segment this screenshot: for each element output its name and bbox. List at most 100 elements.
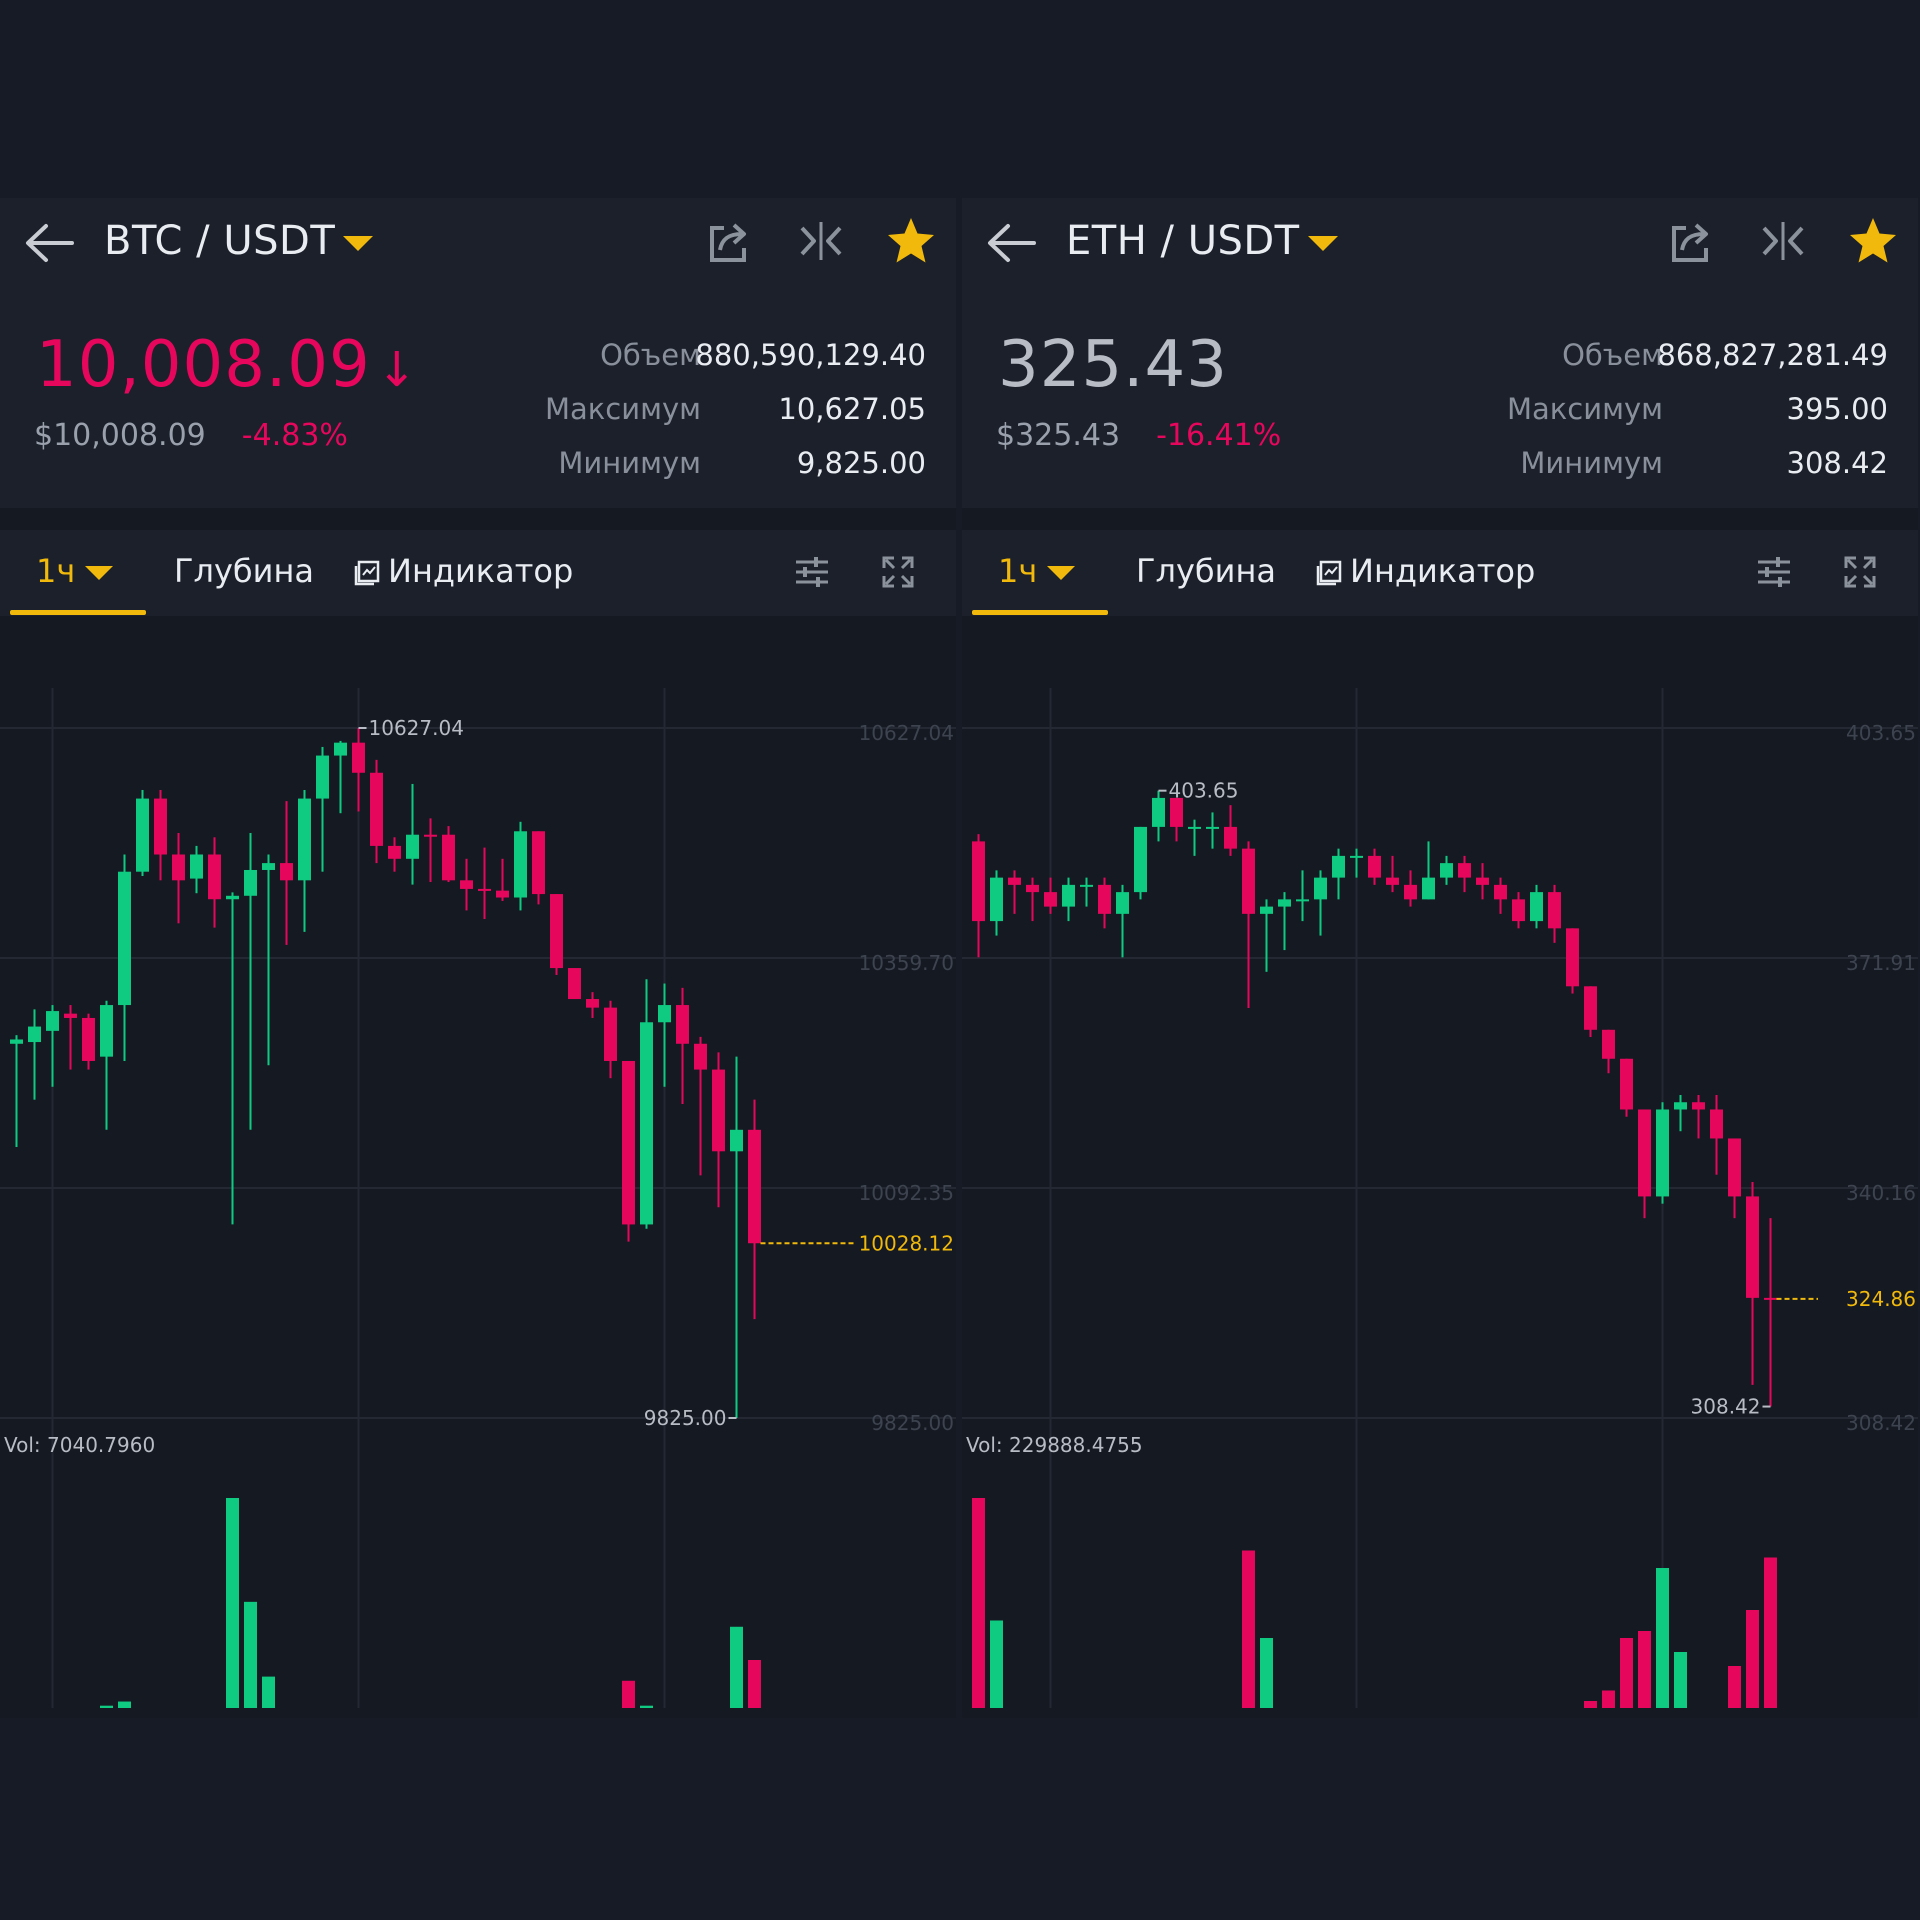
candle-body: [1512, 899, 1525, 922]
y-tick-label: 10359.70: [859, 951, 954, 975]
stat-volume: Объем 880,590,129.40: [406, 338, 926, 392]
btc-candlestick-chart[interactable]: 10627.04 10359.70 10092.35 9825.00 10627.04 9…: [0, 628, 956, 1708]
volume-bar: [1656, 1568, 1669, 1708]
candle-body: [1404, 884, 1417, 900]
volume-bar: [640, 1705, 653, 1708]
volume-bar: [262, 1676, 275, 1708]
candle-body: [1188, 826, 1201, 829]
volume-label: Vol: 229888.4755: [966, 1433, 1143, 1457]
candle-body: [352, 742, 365, 773]
candle-body: [1638, 1109, 1651, 1197]
star-icon[interactable]: [884, 214, 938, 268]
candle-body: [1368, 855, 1381, 878]
candle-body: [1116, 892, 1129, 914]
candle-body: [100, 1005, 113, 1057]
candle-body: [568, 968, 581, 1000]
price-change: -16.41%: [1156, 418, 1282, 453]
candle-body: [1710, 1109, 1723, 1139]
candle-body: [1530, 892, 1543, 922]
volume-bar: [1242, 1550, 1255, 1708]
active-tab-underline: [972, 610, 1108, 615]
share-icon[interactable]: [1664, 214, 1718, 268]
candle-body: [1458, 863, 1471, 878]
candle-body: [1008, 877, 1021, 885]
max-price-label: 10627.04: [369, 716, 464, 740]
volume-bar: [622, 1680, 635, 1708]
tab-depth[interactable]: Глубина: [174, 552, 314, 590]
candle-body: [262, 863, 275, 870]
eth-candlestick-chart[interactable]: 403.65 371.91 340.16 308.42 403.65 308.42 324.…: [962, 628, 1918, 1708]
pair-label: ETH / USDT: [1066, 218, 1300, 264]
stat-label: Объем: [1562, 338, 1663, 372]
tab-indicator[interactable]: Индикатор: [1316, 552, 1535, 590]
pair-selector[interactable]: BTC / USDT: [104, 218, 374, 264]
candle-body: [676, 1005, 689, 1044]
min-price-label: 308.42: [1691, 1395, 1761, 1419]
candle-body: [1044, 892, 1057, 907]
candle-body: [442, 834, 455, 881]
candle-body: [370, 772, 383, 846]
y-tick-label: 9825.00: [871, 1411, 954, 1435]
last-price-value: 10,008.09: [36, 328, 371, 402]
chart-tabs: 1ч Глубина Индикатор: [962, 530, 1918, 616]
candle-body: [334, 742, 347, 756]
stats-block: Объем 880,590,129.40 Максимум 10,627.05 Ми…: [406, 338, 926, 500]
y-tick-label: 403.65: [1846, 721, 1916, 745]
candle-body: [1278, 899, 1291, 907]
stat-high: Максимум 10,627.05: [406, 392, 926, 446]
candle-body: [1728, 1138, 1741, 1197]
tab-interval[interactable]: 1ч: [36, 552, 114, 590]
caret-down-icon: [85, 566, 114, 580]
volume-bar: [1638, 1631, 1651, 1708]
volume-bar: [1728, 1666, 1741, 1708]
candle-body: [46, 1011, 59, 1031]
candle-body: [712, 1069, 725, 1152]
candle-body: [1422, 877, 1435, 900]
candle-body: [1656, 1109, 1669, 1197]
tab-depth[interactable]: Глубина: [1136, 552, 1276, 590]
tab-interval-label: 1ч: [998, 552, 1038, 590]
tab-interval[interactable]: 1ч: [998, 552, 1076, 590]
top-bar: BTC / USDT: [0, 198, 956, 288]
candle-body: [10, 1039, 23, 1044]
candle-body: [604, 1007, 617, 1061]
stat-label: Минимум: [1520, 446, 1663, 480]
candle-body: [244, 869, 257, 896]
caret-down-icon: [343, 235, 374, 251]
stat-value: 868,827,281.49: [1657, 338, 1888, 372]
stat-label: Максимум: [1506, 392, 1663, 426]
stat-high: Максимум 395.00: [1368, 392, 1888, 446]
candle-body: [28, 1026, 41, 1043]
volume-bar: [1584, 1701, 1597, 1708]
compare-icon[interactable]: [794, 214, 848, 268]
candle-body: [990, 877, 1003, 922]
pair-selector[interactable]: ETH / USDT: [1066, 218, 1338, 264]
back-arrow-icon[interactable]: [22, 218, 76, 268]
candle-body: [82, 1017, 95, 1061]
compare-icon[interactable]: [1756, 214, 1810, 268]
tab-indicator[interactable]: Индикатор: [354, 552, 573, 590]
candle-body: [658, 1005, 671, 1023]
candle-body: [298, 798, 311, 881]
candle-body: [496, 890, 509, 898]
candle-body: [478, 888, 491, 891]
share-icon[interactable]: [702, 214, 756, 268]
fullscreen-icon[interactable]: [1840, 552, 1880, 592]
candle-body: [1440, 863, 1453, 878]
candle-body: [1620, 1058, 1633, 1110]
settings-sliders-icon[interactable]: [1754, 552, 1794, 592]
volume-bar: [1602, 1690, 1615, 1708]
eth-panel: ETH / USDT 325.43 $325.43 -16.41% Объем 86…: [962, 198, 1918, 1718]
fullscreen-icon[interactable]: [878, 552, 918, 592]
candle-body: [280, 863, 293, 881]
settings-sliders-icon[interactable]: [792, 552, 832, 592]
candle-body: [1080, 884, 1093, 887]
candle-body: [1584, 986, 1597, 1030]
candle-body: [1692, 1102, 1705, 1110]
max-price-label: 403.65: [1169, 779, 1239, 803]
last-price-value: 325.43: [998, 328, 1228, 402]
star-icon[interactable]: [1846, 214, 1900, 268]
volume-bar: [1260, 1638, 1273, 1708]
y-tick-label: 371.91: [1846, 951, 1916, 975]
back-arrow-icon[interactable]: [984, 218, 1038, 268]
